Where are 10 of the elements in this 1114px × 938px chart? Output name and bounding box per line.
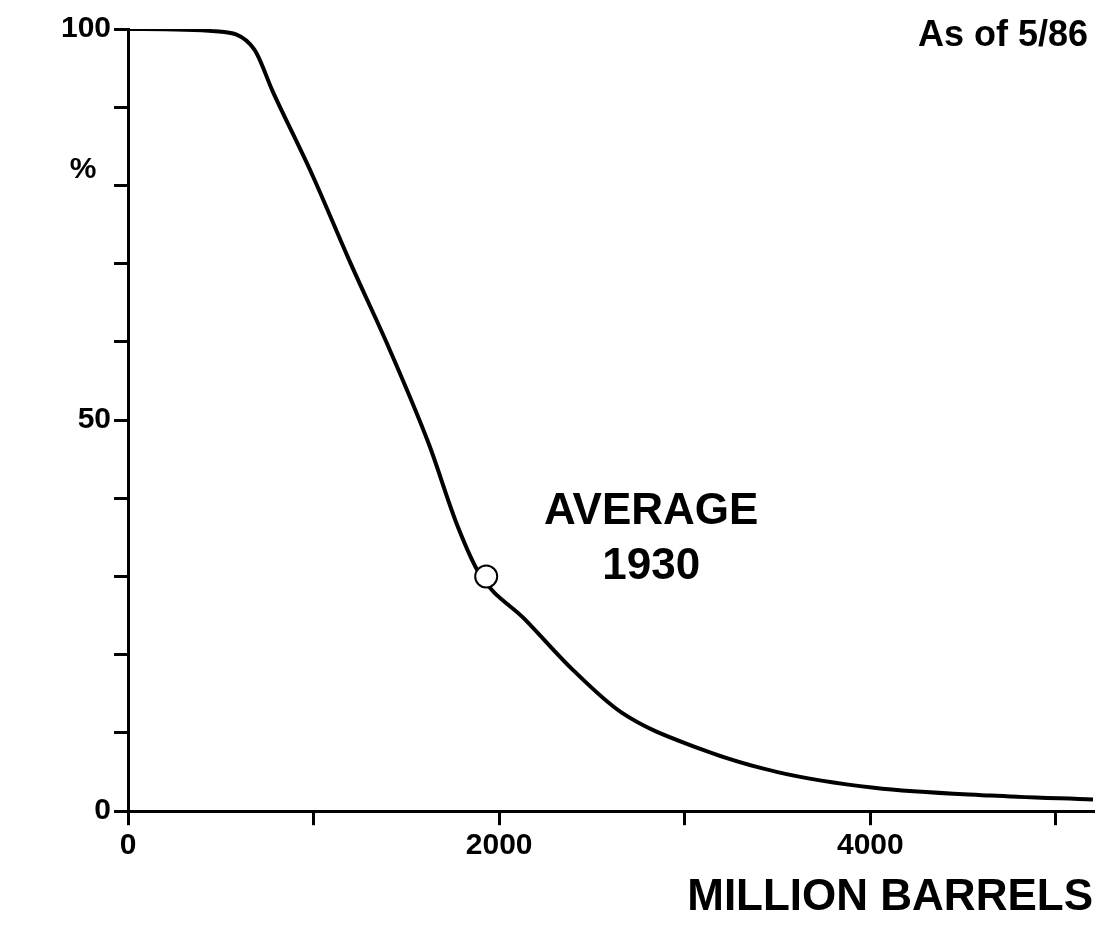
- x-tick-label: 2000: [465, 827, 533, 861]
- y-axis-title: %: [69, 151, 97, 185]
- x-axis-title: MILLION BARRELS: [687, 869, 1093, 919]
- y-tick-label: 100: [60, 10, 112, 44]
- chart-title: As of 5/86: [917, 12, 1088, 54]
- annotation: AVERAGE 1930: [544, 483, 759, 588]
- y-tick-label: 50: [77, 401, 112, 435]
- y-tick-label: 0: [94, 792, 112, 826]
- x-tick-label: 4000: [836, 827, 904, 861]
- x-tick-label: 0: [119, 827, 137, 861]
